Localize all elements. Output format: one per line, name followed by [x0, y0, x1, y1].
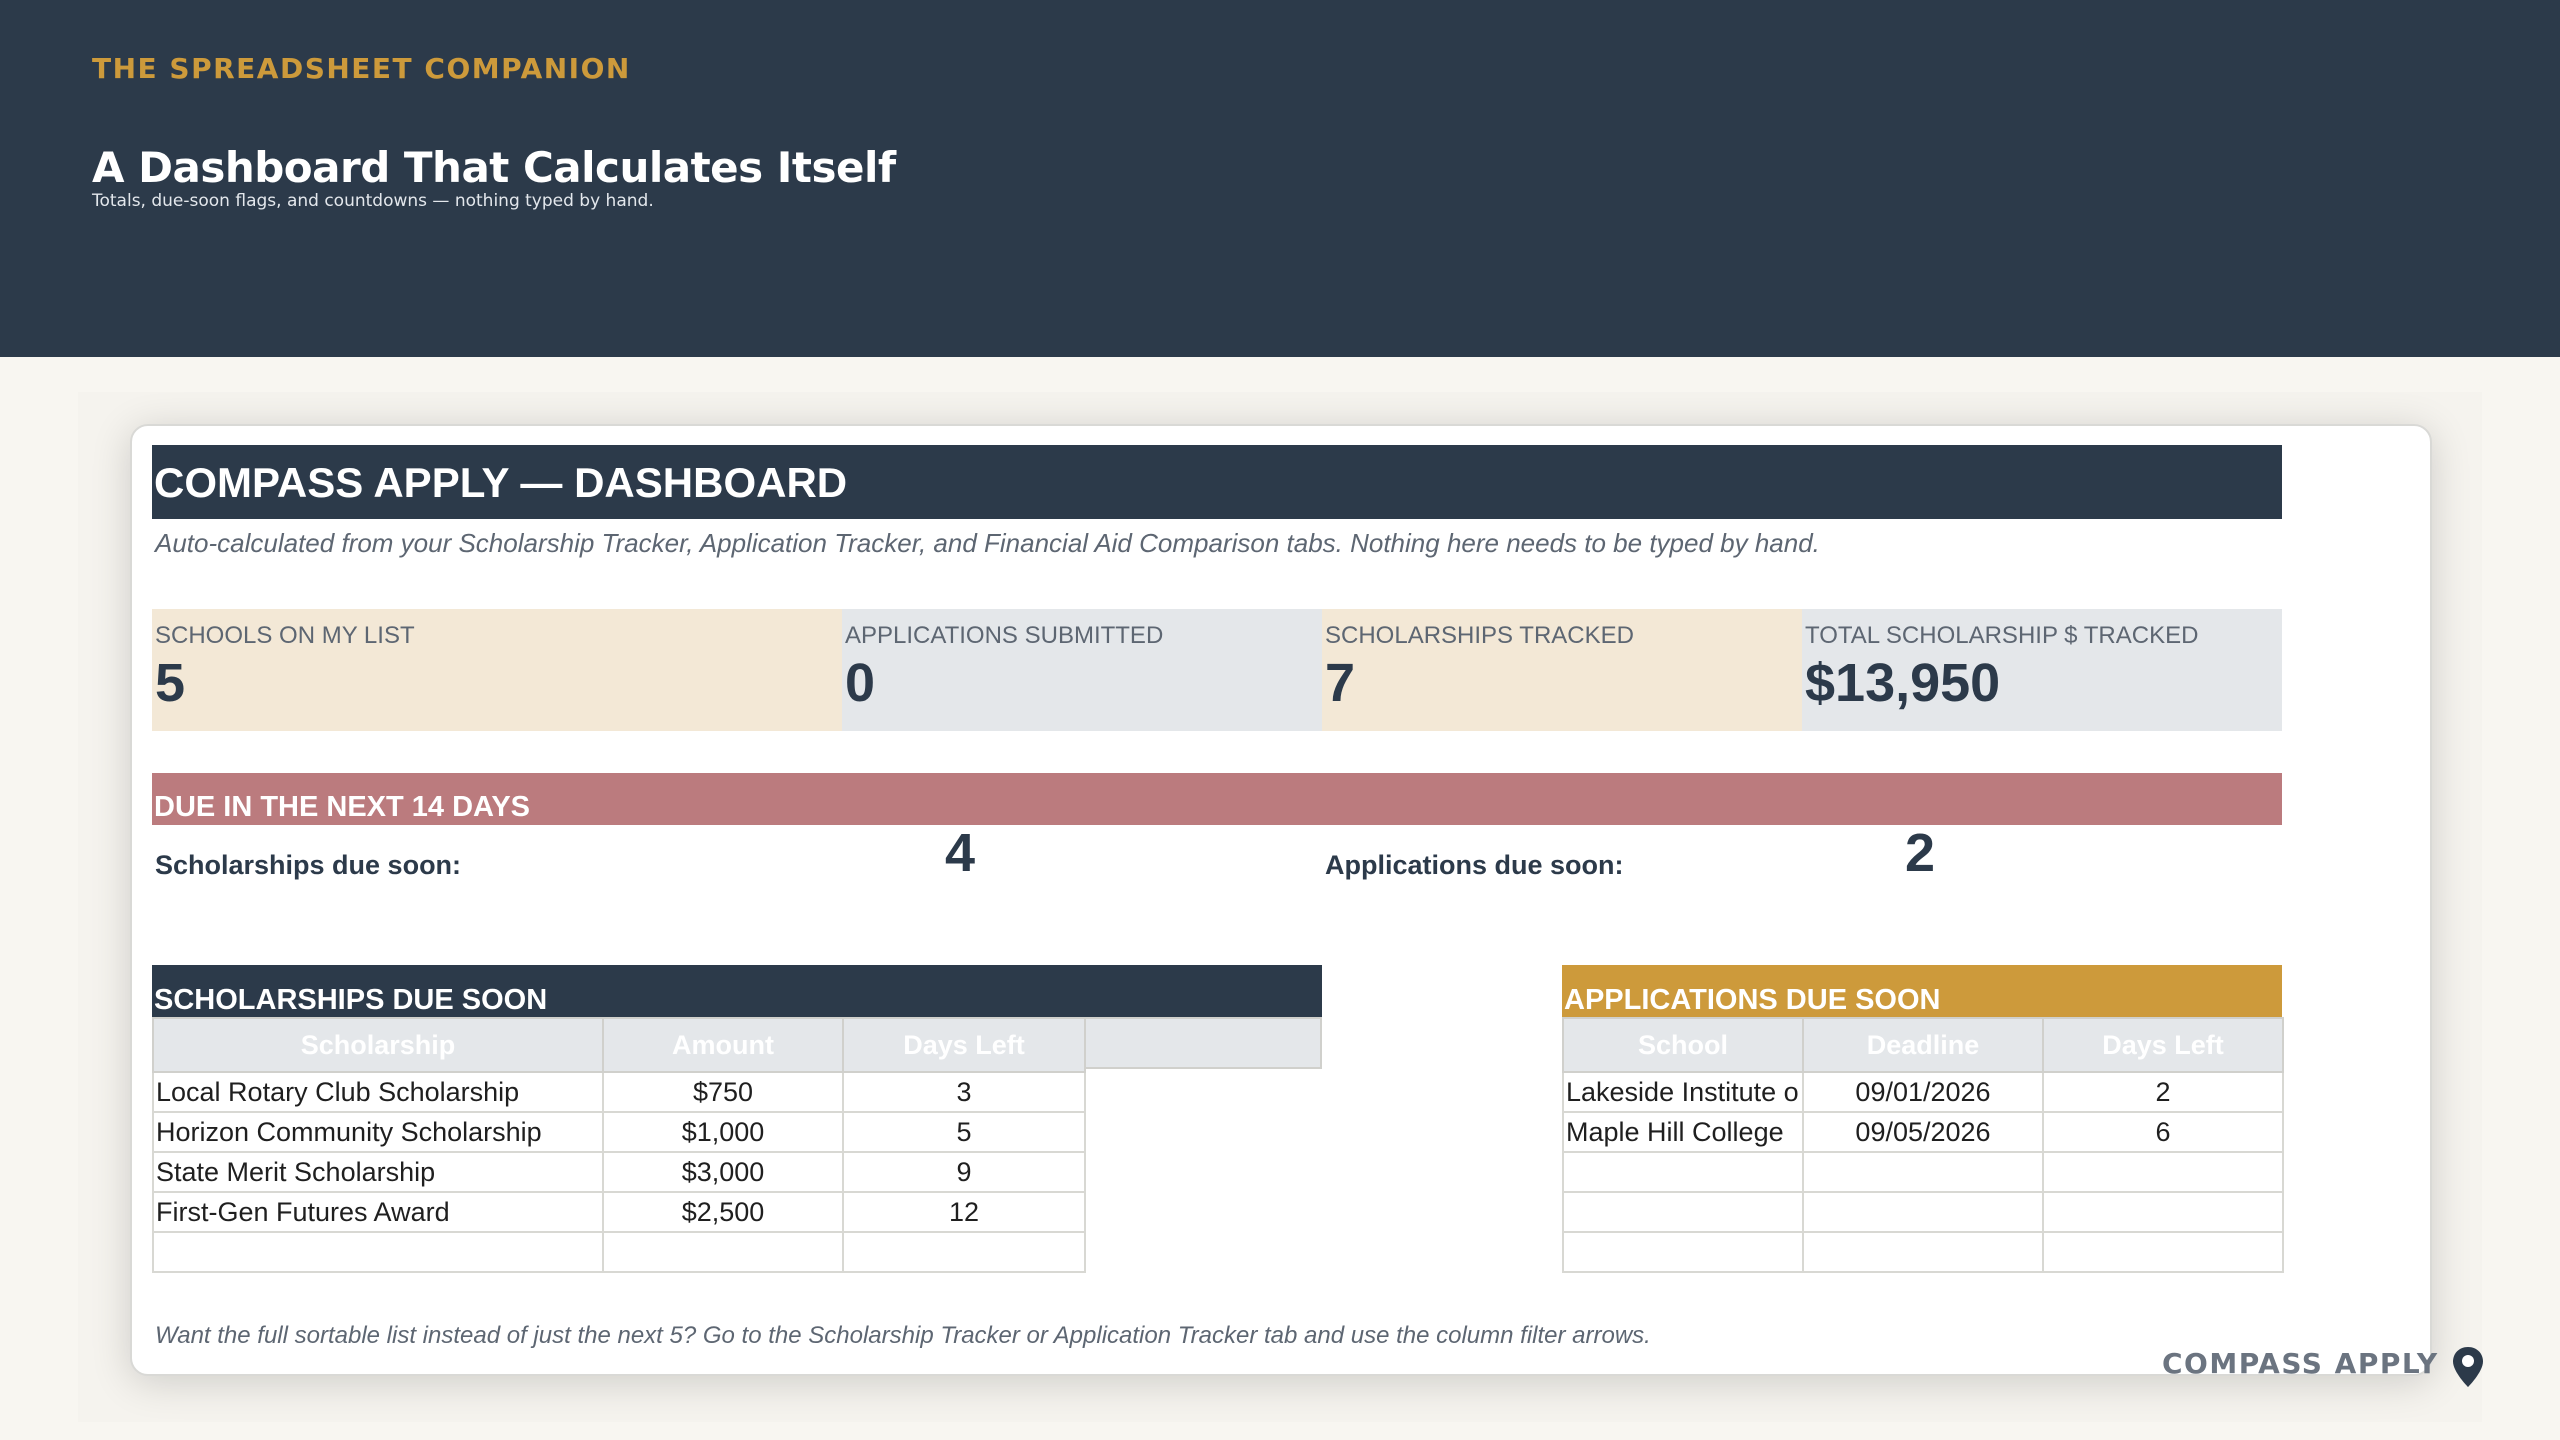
- scholarships-due-label: Scholarships due soon:: [155, 850, 462, 880]
- kpi-total-scholarship[interactable]: TOTAL SCHOLARSHIP $ TRACKED $13,950: [1802, 609, 2282, 731]
- table-row: First-Gen Futures Award $2,500 12: [152, 1191, 1086, 1233]
- table-row: [152, 1231, 1086, 1273]
- scholarship-name-cell[interactable]: First-Gen Futures Award: [152, 1191, 604, 1233]
- amount-cell[interactable]: $2,500: [602, 1191, 844, 1233]
- applications-due-count[interactable]: 2: [1905, 823, 1936, 883]
- applications-table-title: APPLICATIONS DUE SOON: [1562, 965, 2282, 1017]
- amount-cell[interactable]: [602, 1231, 844, 1273]
- table-row: Horizon Community Scholarship $1,000 5: [152, 1111, 1086, 1153]
- scholarship-name-cell[interactable]: Local Rotary Club Scholarship: [152, 1071, 604, 1113]
- days-left-cell[interactable]: [2042, 1151, 2284, 1193]
- amount-cell[interactable]: $750: [602, 1071, 844, 1113]
- table-row: Local Rotary Club Scholarship $750 3: [152, 1071, 1086, 1113]
- sheet-title: COMPASS APPLY — DASHBOARD: [152, 445, 2282, 519]
- table-row: [1562, 1231, 2284, 1273]
- school-name-cell[interactable]: Lakeside Institute o: [1562, 1071, 1804, 1113]
- column-header-scholarship[interactable]: Scholarship: [152, 1017, 604, 1073]
- table-row: [1562, 1151, 2284, 1193]
- applications-table: School Deadline Days Left Lakeside Insti…: [1562, 1017, 2284, 1273]
- column-header-amount[interactable]: Amount: [602, 1017, 844, 1073]
- table-row: Lakeside Institute o 09/01/2026 2: [1562, 1071, 2284, 1113]
- deadline-cell[interactable]: 09/05/2026: [1802, 1111, 2044, 1153]
- column-header-days-left[interactable]: Days Left: [842, 1017, 1086, 1073]
- days-left-cell[interactable]: 12: [842, 1191, 1086, 1233]
- kpi-label: SCHOOLS ON MY LIST: [155, 622, 415, 649]
- school-name-cell[interactable]: Maple Hill College: [1562, 1111, 1804, 1153]
- deadline-cell[interactable]: [1802, 1231, 2044, 1273]
- amount-cell[interactable]: $1,000: [602, 1111, 844, 1153]
- due-section-header: DUE IN THE NEXT 14 DAYS: [152, 773, 2282, 825]
- column-header-deadline[interactable]: Deadline: [1802, 1017, 2044, 1073]
- table-row: Maple Hill College 09/05/2026 6: [1562, 1111, 2284, 1153]
- days-left-cell[interactable]: 6: [2042, 1111, 2284, 1153]
- table-row: State Merit Scholarship $3,000 9: [152, 1151, 1086, 1193]
- deadline-cell[interactable]: [1802, 1151, 2044, 1193]
- kpi-value: $13,950: [1805, 653, 2001, 713]
- kpi-applications-submitted[interactable]: APPLICATIONS SUBMITTED 0: [842, 609, 1322, 731]
- kpi-scholarships-tracked[interactable]: SCHOLARSHIPS TRACKED 7: [1322, 609, 1802, 731]
- column-header-school[interactable]: School: [1562, 1017, 1804, 1073]
- header-filler-cell: [1082, 1017, 1322, 1069]
- table-row: [1562, 1191, 2284, 1233]
- kpi-label: TOTAL SCHOLARSHIP $ TRACKED: [1805, 622, 2199, 649]
- map-pin-icon: [2451, 1345, 2485, 1394]
- days-left-cell[interactable]: 5: [842, 1111, 1086, 1153]
- kpi-schools[interactable]: SCHOOLS ON MY LIST 5: [152, 609, 842, 731]
- deadline-cell[interactable]: [1802, 1191, 2044, 1233]
- scholarships-table-title: SCHOLARSHIPS DUE SOON: [152, 965, 1322, 1017]
- kpi-value: 5: [155, 653, 186, 713]
- deadline-cell[interactable]: 09/01/2026: [1802, 1071, 2044, 1113]
- kpi-value: 0: [845, 653, 876, 713]
- page-title: A Dashboard That Calculates Itself: [92, 143, 896, 192]
- header-banner: THE SPREADSHEET COMPANION A Dashboard Th…: [0, 0, 2560, 357]
- days-left-cell[interactable]: 2: [2042, 1071, 2284, 1113]
- scholarship-name-cell[interactable]: [152, 1231, 604, 1273]
- days-left-cell[interactable]: [842, 1231, 1086, 1273]
- amount-cell[interactable]: $3,000: [602, 1151, 844, 1193]
- eyebrow-label: THE SPREADSHEET COMPANION: [92, 52, 631, 85]
- school-name-cell[interactable]: [1562, 1231, 1804, 1273]
- kpi-label: APPLICATIONS SUBMITTED: [845, 622, 1164, 649]
- kpi-value: 7: [1325, 653, 1356, 713]
- scholarship-name-cell[interactable]: State Merit Scholarship: [152, 1151, 604, 1193]
- days-left-cell[interactable]: 9: [842, 1151, 1086, 1193]
- column-header-days-left[interactable]: Days Left: [2042, 1017, 2284, 1073]
- applications-due-label: Applications due soon:: [1325, 850, 1624, 880]
- scholarships-due-count[interactable]: 4: [945, 823, 976, 883]
- days-left-cell[interactable]: 3: [842, 1071, 1086, 1113]
- sheet-subtitle: Auto-calculated from your Scholarship Tr…: [155, 528, 1820, 558]
- kpi-label: SCHOLARSHIPS TRACKED: [1325, 622, 1634, 649]
- scholarship-name-cell[interactable]: Horizon Community Scholarship: [152, 1111, 604, 1153]
- page-subtitle: Totals, due-soon flags, and countdowns —…: [92, 191, 654, 211]
- footnote: Want the full sortable list instead of j…: [155, 1322, 1651, 1349]
- scholarships-table: Scholarship Amount Days Left Local Rotar…: [152, 1017, 1086, 1273]
- days-left-cell[interactable]: [2042, 1191, 2284, 1233]
- days-left-cell[interactable]: [2042, 1231, 2284, 1273]
- school-name-cell[interactable]: [1562, 1151, 1804, 1193]
- school-name-cell[interactable]: [1562, 1191, 1804, 1233]
- brand-wordmark: COMPASS APPLY: [2162, 1347, 2439, 1380]
